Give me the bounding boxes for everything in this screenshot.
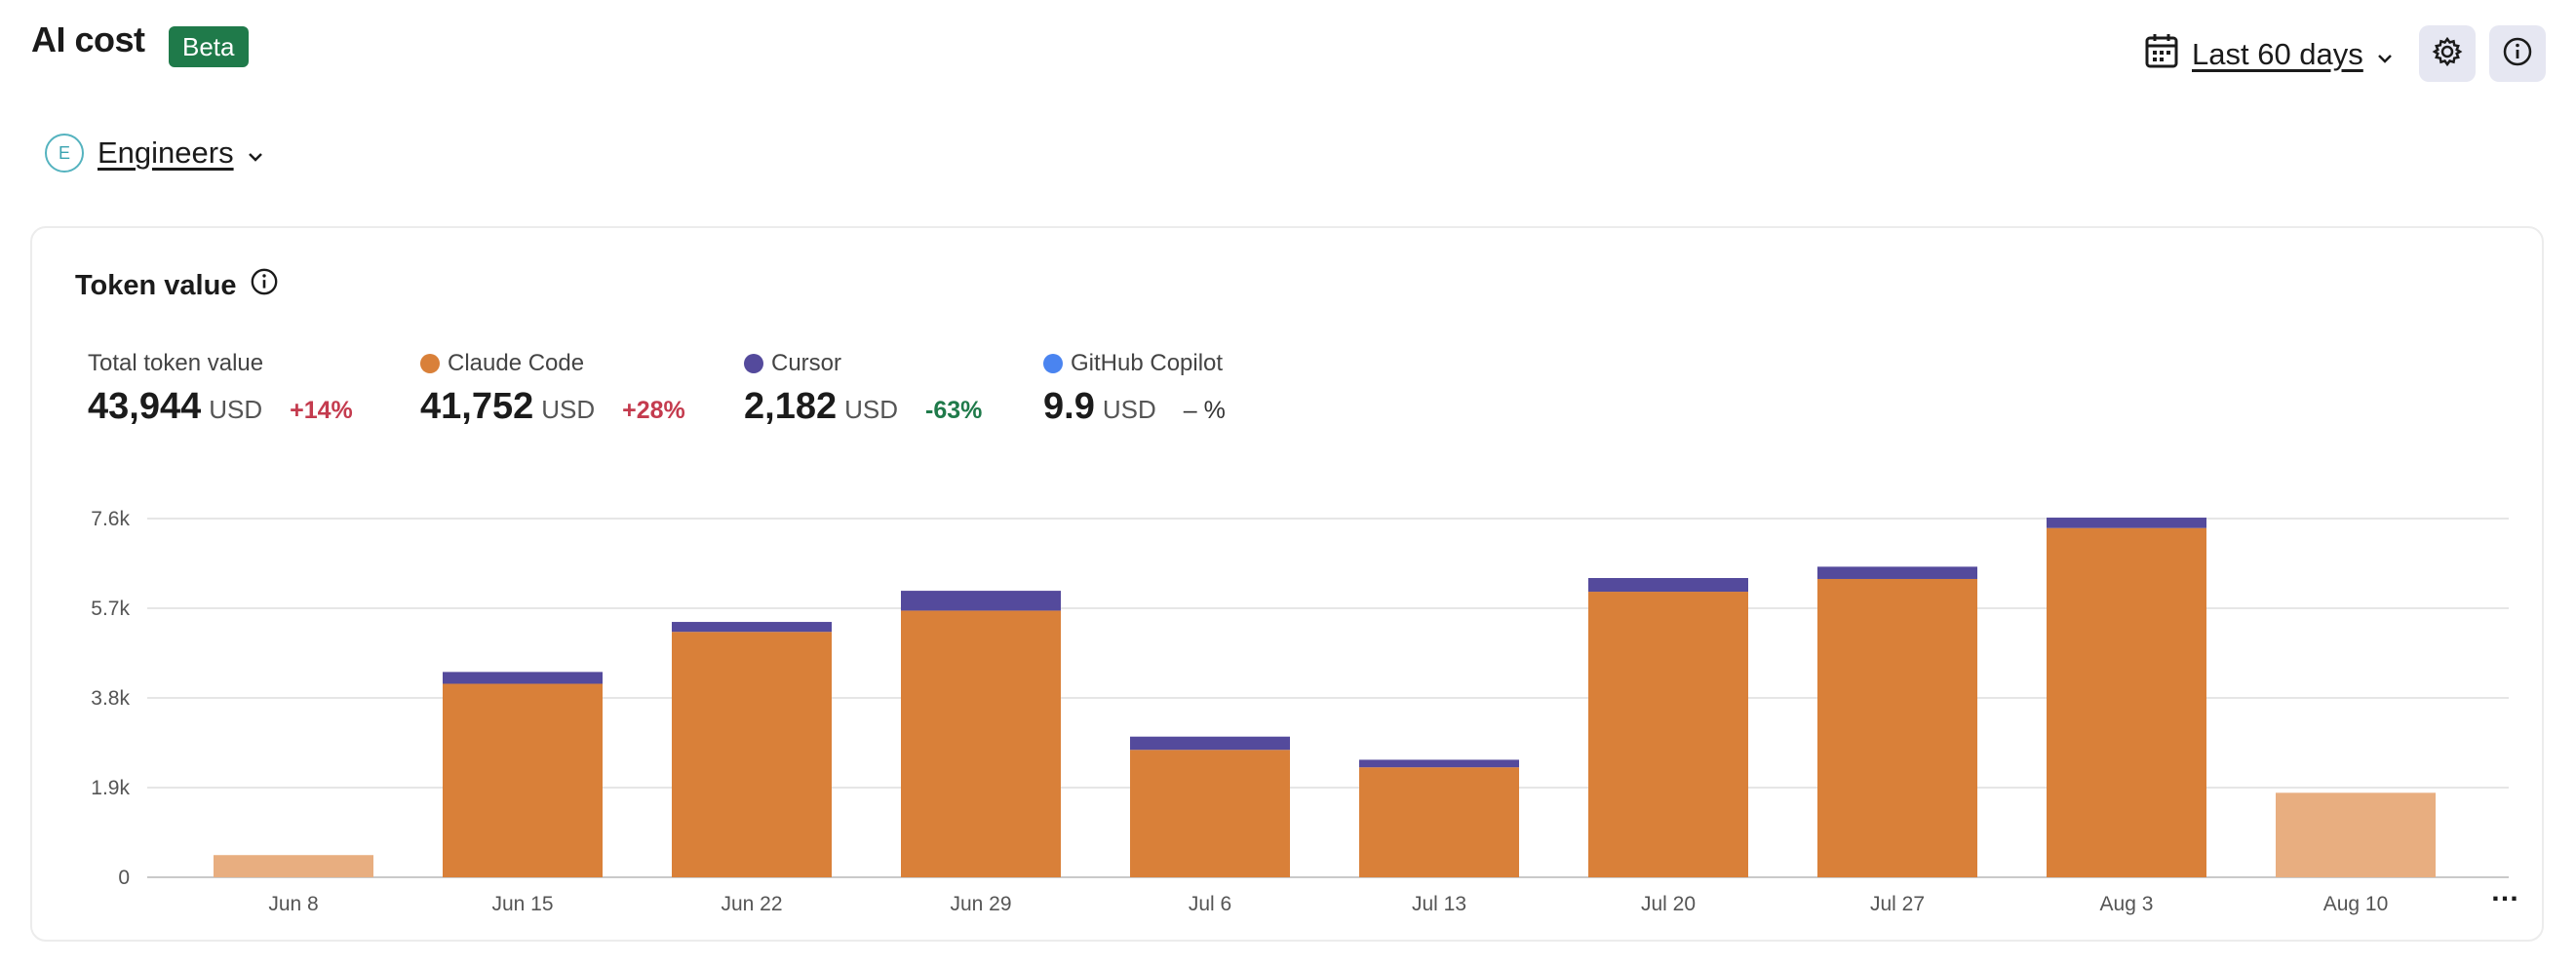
page-title: AI cost <box>31 19 145 59</box>
info-icon <box>2502 36 2533 72</box>
metric-unit: USD <box>1102 395 1156 424</box>
bar-segment <box>2276 792 2436 877</box>
bar-segment <box>901 591 1061 611</box>
team-name: Engineers <box>98 135 234 170</box>
metric-value: 9.9 <box>1043 386 1095 427</box>
x-tick-label: Jun 8 <box>268 893 318 915</box>
x-tick-label: Jun 29 <box>950 893 1011 915</box>
beta-badge: Beta <box>169 26 249 67</box>
token-value-card: Token value Total token value 43,944 USD… <box>30 226 2544 942</box>
metric-unit: USD <box>844 395 898 424</box>
metric-claude-code: Claude Code 41,752 USD +28% <box>420 349 685 428</box>
y-tick-label: 0 <box>118 867 130 889</box>
x-tick-label: Jul 20 <box>1641 893 1696 915</box>
metric-change: -63% <box>925 397 983 424</box>
bar-segment <box>1359 759 1519 768</box>
date-range-selector[interactable]: Last 60 days <box>2145 33 2393 76</box>
bar-segment <box>1359 767 1519 877</box>
metric-change: +28% <box>622 397 685 424</box>
metric-value: 43,944 <box>88 386 202 427</box>
settings-button[interactable] <box>2419 25 2476 82</box>
bar-segment <box>901 610 1061 877</box>
bar-segment <box>672 622 832 633</box>
metric-change: +14% <box>290 397 353 424</box>
bar-segment <box>443 683 603 877</box>
date-range-label: Last 60 days <box>2192 37 2363 71</box>
team-selector[interactable]: E Engineers <box>45 134 263 173</box>
team-avatar: E <box>45 134 84 173</box>
chevron-down-icon <box>248 135 263 171</box>
metric-total: Total token value 43,944 USD +14% <box>88 349 353 428</box>
x-tick-label: Jul 27 <box>1870 893 1925 915</box>
metric-unit: USD <box>541 395 596 424</box>
bar-segment <box>1817 578 1977 877</box>
info-button[interactable] <box>2489 25 2546 82</box>
bar-segment <box>1130 750 1290 877</box>
metric-unit: USD <box>209 395 263 424</box>
legend-dot <box>1043 354 1063 373</box>
y-tick-label: 7.6k <box>91 508 130 530</box>
y-tick-label: 1.9k <box>91 777 130 799</box>
metric-change: – % <box>1183 397 1226 424</box>
x-tick-label: Jun 15 <box>491 893 553 915</box>
bar-segment <box>672 632 832 877</box>
legend-dot <box>744 354 763 373</box>
bar-segment <box>1588 578 1748 593</box>
calendar-icon <box>2145 33 2178 76</box>
bar-segment <box>1130 736 1290 751</box>
x-tick-label: Aug 3 <box>2100 893 2154 915</box>
bar-segment <box>214 855 373 877</box>
metric-value: 41,752 <box>420 386 534 427</box>
info-icon[interactable] <box>250 267 279 304</box>
x-tick-label: Jun 22 <box>721 893 782 915</box>
token-value-chart: 0 1.9k 3.8k 5.7k 7.6k Jun 8 Jun 15 Jun 22 Jun 29… <box>91 508 2519 915</box>
bar-segment <box>2047 518 2206 528</box>
metric-value: 2,182 <box>744 386 838 427</box>
x-tick-label: Jul 6 <box>1189 893 1231 915</box>
gear-icon <box>2432 36 2463 72</box>
bar-segment <box>1588 592 1748 877</box>
metric-label: Total token value <box>88 350 264 376</box>
more-icon[interactable]: … <box>2490 875 2519 907</box>
legend-dot <box>420 354 440 373</box>
y-tick-label: 5.7k <box>91 598 130 620</box>
x-tick-label: Aug 10 <box>2323 893 2389 915</box>
metric-label: Claude Code <box>448 350 585 376</box>
x-tick-label: Jul 13 <box>1412 893 1466 915</box>
chevron-down-icon <box>2377 37 2393 72</box>
y-tick-label: 3.8k <box>91 687 130 710</box>
bar-segment <box>443 672 603 684</box>
metric-label: GitHub Copilot <box>1071 350 1224 376</box>
bar-segment <box>1817 566 1977 579</box>
card-title: Token value <box>75 267 279 304</box>
card-title-label: Token value <box>75 269 237 301</box>
metric-github-copilot: GitHub Copilot 9.9 USD – % <box>1043 349 1226 428</box>
metric-label: Cursor <box>771 350 842 376</box>
metric-cursor: Cursor 2,182 USD -63% <box>744 349 982 428</box>
bar-segment <box>2047 527 2206 877</box>
